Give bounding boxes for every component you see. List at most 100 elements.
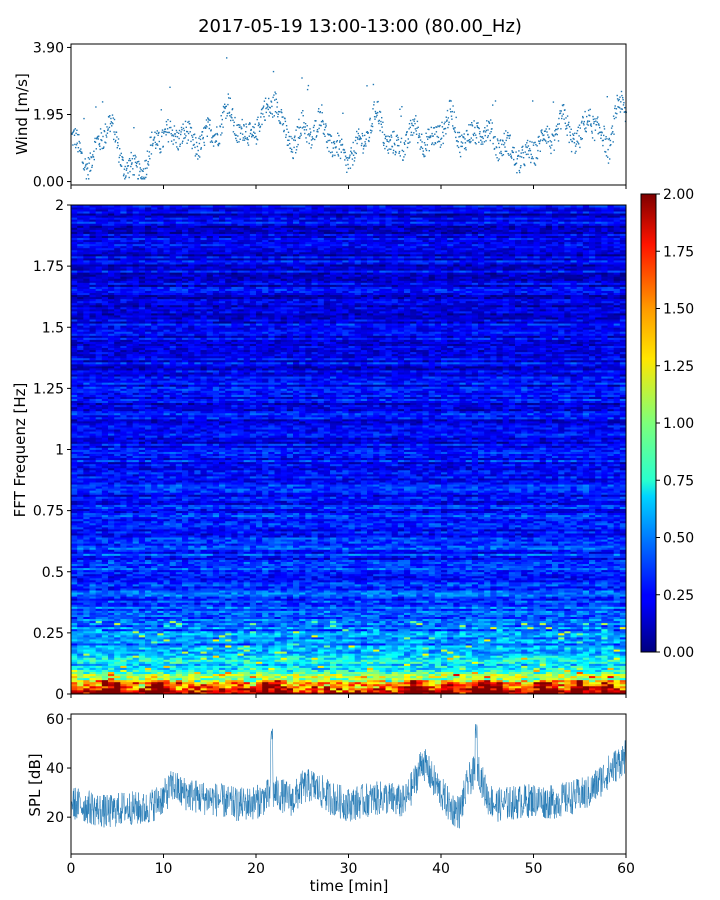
spectrogram-cell xyxy=(496,683,504,687)
wind-point xyxy=(167,119,169,121)
spectrogram-cell xyxy=(138,675,146,679)
spectrogram-cell xyxy=(373,671,380,675)
wind-point xyxy=(95,148,97,150)
spectrogram-cell xyxy=(120,685,127,689)
wind-point xyxy=(321,112,323,114)
wind-point xyxy=(323,123,325,125)
spectrogram-cell xyxy=(157,679,164,683)
wind-point xyxy=(526,142,528,144)
wind-point xyxy=(512,146,514,149)
spectrogram-cell xyxy=(416,675,423,679)
wind-point xyxy=(429,136,432,138)
wind-point xyxy=(413,132,415,134)
spectrogram-cell xyxy=(367,681,374,685)
wind-point xyxy=(288,135,290,138)
wind-point xyxy=(276,112,278,114)
spectrogram-cell xyxy=(459,689,467,693)
spectrogram-cell xyxy=(397,687,405,691)
wind-point xyxy=(489,132,491,135)
wind-point xyxy=(536,157,539,160)
wind-point xyxy=(277,116,279,118)
wind-point xyxy=(268,106,271,108)
spectrogram-cell xyxy=(108,673,115,677)
wind-point xyxy=(300,134,302,136)
spectrogram-cell xyxy=(311,675,319,679)
spectrogram-cells xyxy=(71,205,627,695)
spectrogram-cell xyxy=(416,681,423,685)
wind-point xyxy=(223,110,225,113)
wind-point xyxy=(184,137,186,139)
wind-point xyxy=(351,158,354,160)
wind-point xyxy=(445,116,447,118)
spectrogram-cell xyxy=(552,681,559,685)
wind-point xyxy=(194,146,196,149)
wind-point xyxy=(400,137,403,140)
wind-point xyxy=(615,116,617,119)
spectrogram-cell xyxy=(163,669,171,672)
wind-point xyxy=(433,127,436,129)
wind-point xyxy=(323,133,325,135)
wind-point xyxy=(226,57,228,59)
spectrogram-cell xyxy=(619,687,627,691)
spectrogram-cell xyxy=(391,681,399,685)
wind-point xyxy=(250,129,252,131)
wind-point xyxy=(534,164,537,166)
spectrogram-cell xyxy=(496,689,504,693)
wind-point xyxy=(197,149,199,152)
wind-point xyxy=(588,120,591,122)
spectrogram-cell xyxy=(188,679,195,683)
spectrogram-cell xyxy=(601,681,608,685)
spectrogram-cell xyxy=(465,691,473,695)
wind-point xyxy=(318,108,320,110)
wind-point xyxy=(270,112,272,114)
wind-point xyxy=(298,137,301,139)
wind-point xyxy=(283,130,285,133)
wind-point xyxy=(361,142,363,145)
wind-point xyxy=(249,132,252,135)
spectrogram-cell xyxy=(83,677,90,681)
wind-point xyxy=(534,163,536,165)
wind-point xyxy=(577,126,579,128)
wind-point xyxy=(443,123,445,125)
spectrogram-cell xyxy=(138,691,146,695)
spectrogram-cell xyxy=(539,691,547,695)
spectrogram-cell xyxy=(589,679,596,683)
wind-point xyxy=(368,136,371,139)
spectrogram-cell xyxy=(613,691,621,695)
wind-point xyxy=(610,144,612,146)
wind-point xyxy=(436,126,438,128)
wind-point xyxy=(608,137,610,140)
wind-point xyxy=(480,139,482,141)
wind-point xyxy=(545,142,548,144)
wind-point xyxy=(196,145,199,148)
spectrogram-cell xyxy=(293,689,300,693)
spectrogram-cell xyxy=(490,673,497,677)
spectrogram-cell xyxy=(428,691,436,695)
spectrogram-cell xyxy=(539,687,547,691)
spectrogram-cell xyxy=(299,689,306,693)
spectrogram-cell xyxy=(595,671,602,675)
wind-point xyxy=(490,131,492,133)
wind-point xyxy=(463,147,466,150)
wind-point xyxy=(412,119,414,121)
wind-point xyxy=(339,140,341,142)
wind-point xyxy=(401,106,403,108)
wind-point xyxy=(398,152,400,154)
wind-point xyxy=(182,123,184,125)
spectrogram-cell xyxy=(342,675,349,679)
wind-point xyxy=(613,133,615,135)
wind-point xyxy=(232,119,234,121)
wind-point xyxy=(362,135,364,137)
wind-point xyxy=(425,132,427,134)
spectrogram-cell xyxy=(330,675,337,679)
spectrogram-cell xyxy=(83,671,90,675)
wind-point xyxy=(587,120,589,122)
wind-point xyxy=(397,136,399,139)
spectrogram-cell xyxy=(589,673,596,677)
spectrogram-cell xyxy=(576,689,584,693)
wind-point xyxy=(130,165,132,168)
wind-point xyxy=(513,147,515,149)
wind-point xyxy=(564,122,566,124)
wind-point xyxy=(417,142,419,144)
wind-point xyxy=(344,159,346,161)
